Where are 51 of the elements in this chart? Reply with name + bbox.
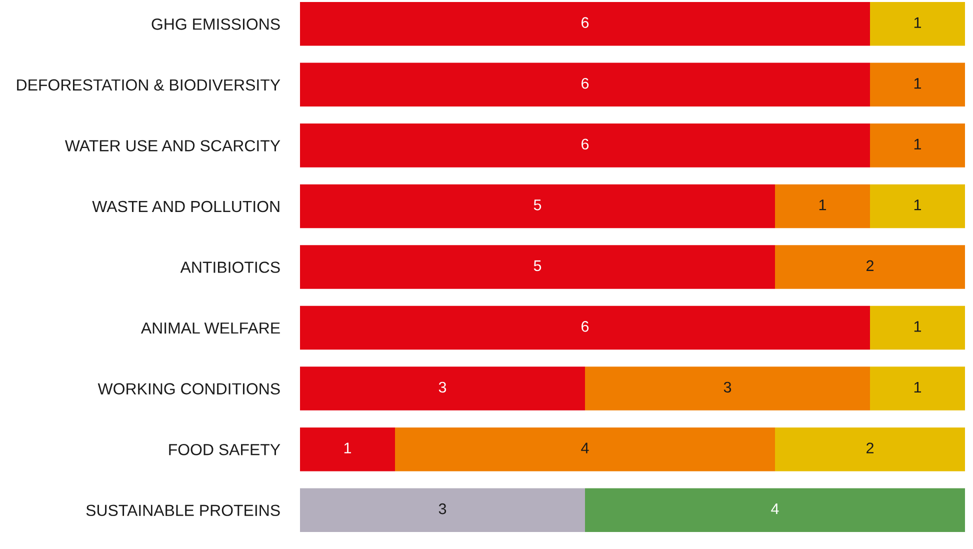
data-label: 2: [866, 442, 874, 454]
y-tick-label: ANTIBIOTICS: [180, 262, 280, 273]
y-tick-label: WATER USE AND SCARCITY: [64, 140, 280, 152]
bar: [300, 366, 585, 410]
data-label: 6: [582, 321, 589, 332]
y-tick-label: ANIMAL WELFARE: [140, 322, 280, 334]
data-label: 1: [914, 138, 922, 150]
bar: [585, 488, 965, 532]
y-tick-label: GHG EMISSIONS: [152, 18, 280, 30]
bar: [585, 366, 870, 410]
bar: [775, 184, 870, 228]
data-label: 2: [866, 260, 874, 271]
data-label: 3: [438, 382, 446, 393]
bar: [300, 184, 775, 228]
data-label: 3: [724, 382, 732, 393]
bar: [870, 124, 965, 168]
data-label: 3: [438, 503, 446, 514]
data-label: 1: [914, 17, 922, 28]
data-label: 1: [344, 442, 352, 454]
bar: [775, 245, 965, 289]
bar: [870, 184, 965, 228]
y-tick-label: SUSTAINABLE PROTEINS: [86, 504, 280, 516]
data-label: 1: [819, 200, 826, 210]
bar: [870, 62, 965, 107]
y-tick-label: WASTE AND POLLUTION: [92, 200, 280, 212]
bar: [300, 245, 775, 289]
data-label: 1: [914, 78, 922, 89]
bar: [870, 366, 965, 410]
bar: [300, 62, 870, 107]
data-label: 1: [914, 321, 922, 332]
bar: [870, 306, 965, 350]
data-label: 1: [914, 382, 922, 392]
y-tick-label: FOOD SAFETY: [169, 444, 280, 456]
bar: [300, 124, 870, 168]
bar: [300, 427, 395, 472]
data-label: 4: [771, 504, 779, 514]
bar: [395, 427, 775, 472]
bar: [300, 306, 870, 350]
data-label: 5: [534, 260, 542, 272]
y-tick-label: DEFORESTATION & BIODIVERSITY: [17, 79, 280, 91]
data-label: 1: [914, 200, 922, 210]
data-label: 6: [582, 78, 589, 89]
data-label: 6: [582, 138, 589, 150]
data-label: 4: [581, 442, 589, 454]
data-label: 5: [534, 200, 542, 210]
bar: [870, 2, 965, 46]
bar: [300, 2, 870, 46]
bar: [300, 488, 585, 532]
data-label: 6: [582, 17, 589, 28]
y-tick-label: WORKING CONDITIONS: [98, 383, 280, 394]
bar: [775, 427, 965, 472]
